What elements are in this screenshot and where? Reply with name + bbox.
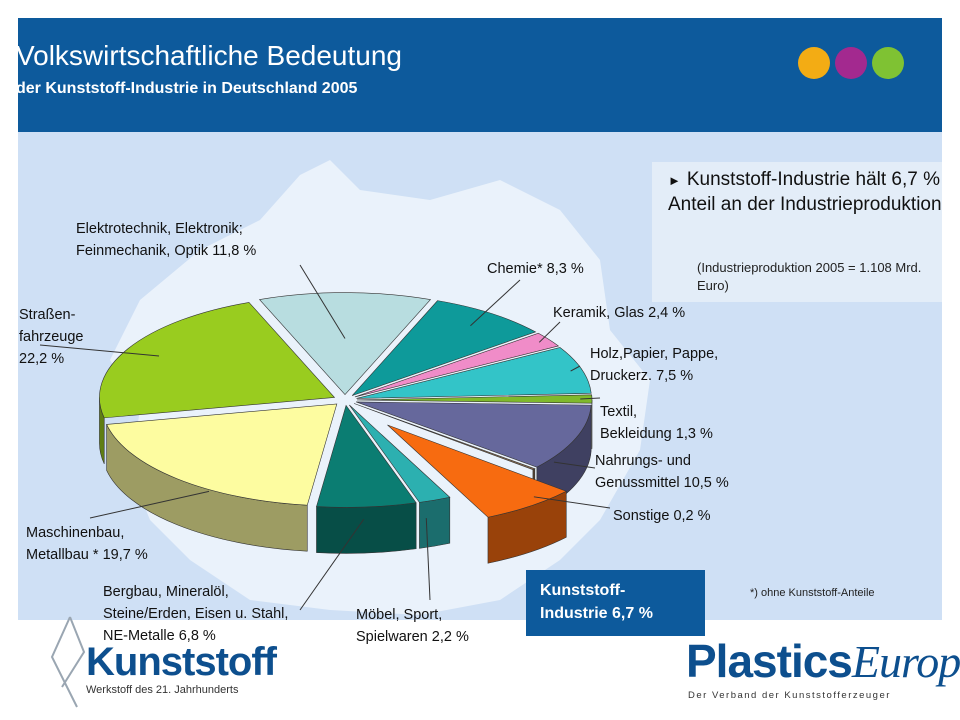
kunststoff-logo-swoosh-icon [50, 616, 86, 708]
label-keramik: Keramik, Glas 2,4 % [553, 305, 686, 321]
leader-line [425, 518, 431, 601]
label-sonstige: Sonstige 0,2 % [613, 508, 711, 524]
plasticseurope-logo-plastics: Plastics [686, 635, 853, 687]
label-elektrotechnik: Elektrotechnik, Elektronik; Feinmechanik… [76, 221, 257, 259]
orange-dot-icon [798, 47, 830, 79]
green-dot-icon [872, 47, 904, 79]
label-maschinenbau: Maschinenbau, Metallbau * 19,7 % [26, 525, 148, 563]
info-footnote-text: (Industrieproduktion 2005 = 1.108 Mrd. E… [697, 260, 922, 293]
pie-slice [356, 401, 592, 468]
chart-footnote: *) ohne Kunststoff-Anteile [750, 587, 875, 599]
leader-line [538, 321, 561, 343]
label-chemie: Chemie* 8,3 % [487, 261, 584, 277]
info-statement: ► Kunststoff-Industrie hält 6,7 % Anteil … [668, 168, 943, 217]
leader-line [533, 496, 611, 509]
pie-slice [316, 404, 417, 508]
pie-slice [351, 300, 537, 396]
pie-slice [387, 424, 568, 518]
pie-slice [354, 403, 536, 471]
pie-slice [356, 394, 593, 404]
pie-slice [106, 403, 338, 506]
plasticseurope-logo: PlasticsEurope [686, 634, 960, 688]
label-nahrung: Nahrungs- und Genussmittel 10,5 % [595, 453, 729, 491]
leader-line [299, 264, 346, 339]
leader-line [553, 461, 596, 469]
pie-slice [356, 347, 592, 399]
header-bar [18, 18, 942, 132]
pie-slice [349, 404, 451, 503]
pie-slice [258, 292, 432, 396]
arrow-right-icon: ► [668, 173, 681, 188]
plasticseurope-tagline: Der Verband der Kunststofferzeuger [688, 690, 891, 701]
leader-line [299, 519, 365, 611]
leader-line [470, 279, 521, 327]
slide-title: Volkswirtschaftliche Bedeutung [16, 40, 402, 71]
leader-line [89, 490, 210, 519]
leader-line [570, 365, 581, 372]
info-main-text: Kunststoff-Industrie hält 6,7 % Anteil a… [668, 169, 942, 215]
kunststoff-industrie-label: Kunststoff- Industrie 6,7 % [526, 570, 705, 636]
label-strassenfahrzeuge: Straßen- fahrzeuge 22,2 % [19, 307, 84, 367]
label-holz: Holz,Papier, Pappe, Druckerz. 7,5 % [590, 346, 719, 384]
pie-slice-side [419, 496, 451, 549]
label-moebel: Möbel, Sport, Spielwaren 2,2 % [356, 607, 469, 645]
kunststoff-logo-tagline: Werkstoff des 21. Jahrhunderts [86, 684, 239, 696]
kunststoff-logo-text: Kunststoff [86, 640, 277, 684]
leader-line [39, 344, 160, 357]
leader-line [580, 397, 601, 400]
pie-slice-side [316, 502, 417, 554]
purple-dot-icon [835, 47, 867, 79]
info-box [652, 162, 942, 302]
pie-slice [99, 302, 336, 419]
label-bergbau: Bergbau, Mineralöl, Steine/Erden, Eisen … [103, 584, 289, 644]
plasticseurope-logo-europe: Europe [851, 636, 960, 687]
label-textil: Textil, Bekleidung 1,3 % [600, 404, 713, 442]
pie-slice [354, 332, 560, 398]
slide-subtitle: der Kunststoff-Industrie in Deutschland … [16, 80, 358, 97]
